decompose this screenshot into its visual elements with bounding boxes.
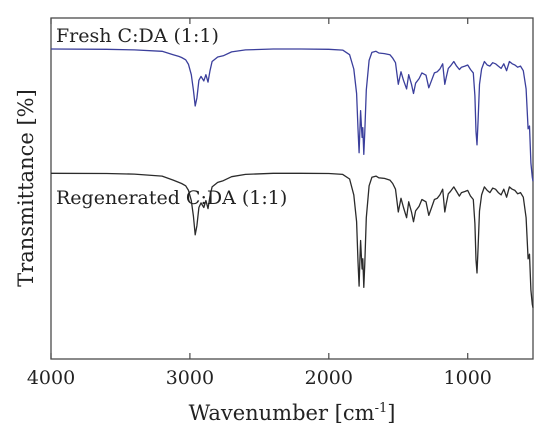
series-label-regenerated: Regenerated C:DA (1:1) (56, 187, 287, 209)
x-axis-title-close: ] (387, 401, 395, 425)
x-axis-title-main: Wavenumber [cm (189, 401, 375, 425)
x-axis-title-superscript: -1 (375, 401, 388, 416)
series-line-fresh (50, 48, 534, 182)
x-tick-label: 3000 (166, 367, 214, 389)
x-tick-label: 1000 (444, 367, 492, 389)
x-axis-title: Wavenumber [cm-1] (189, 401, 396, 425)
series-label-fresh: Fresh C:DA (1:1) (56, 25, 219, 47)
spectrum-traces (50, 48, 534, 308)
series-line-regenerated (50, 172, 534, 308)
y-axis-title: Transmittance [%] (14, 89, 38, 287)
x-tick-label: 2000 (305, 367, 353, 389)
plot-frame (50, 17, 534, 360)
x-axis-ticks: 4000 3000 2000 1000 (27, 18, 492, 389)
x-tick-label: 4000 (27, 367, 75, 389)
